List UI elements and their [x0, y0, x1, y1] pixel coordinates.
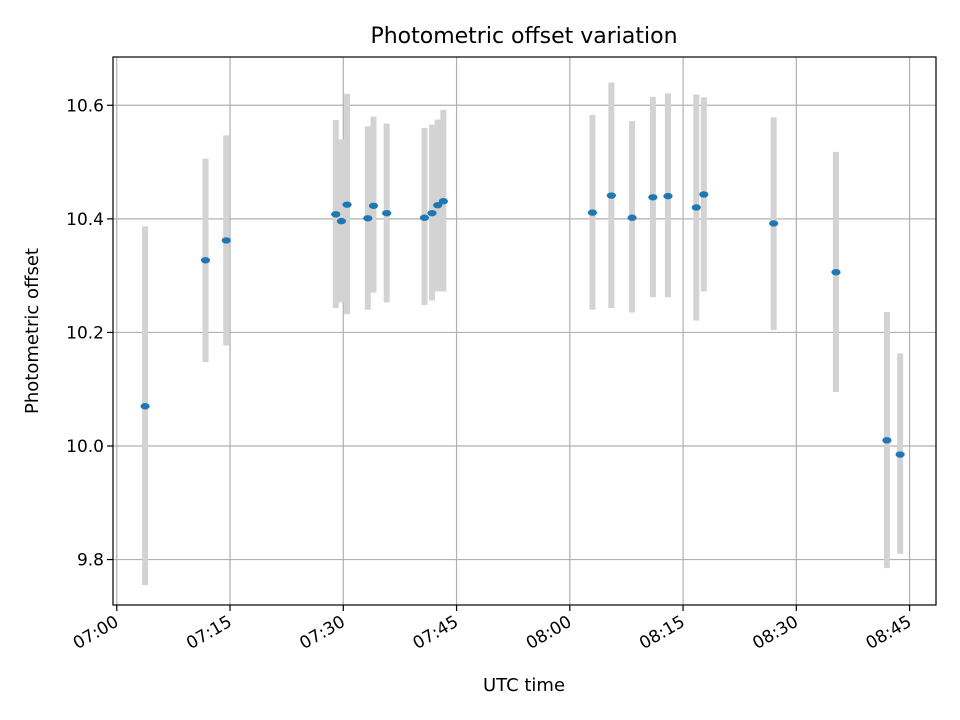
data-point-0-19: [699, 191, 709, 198]
data-point-0-23: [895, 451, 905, 458]
data-point-0-12: [438, 198, 448, 205]
data-point-0-20: [769, 220, 779, 227]
data-point-0-8: [382, 209, 392, 217]
data-points: [140, 191, 905, 458]
y-axis-label: Photometric offset: [22, 248, 43, 414]
data-point-0-3: [331, 211, 341, 218]
plot-frame: [112, 56, 937, 606]
data-point-0-16: [648, 194, 658, 201]
data-point-0-1: [200, 257, 211, 264]
data-point-0-6: [363, 215, 373, 222]
y-axis-ticks: 9.8 10.0 10.2 10.4 10.6: [66, 96, 113, 571]
data-point-0-2: [221, 237, 231, 244]
data-point-0-7: [368, 202, 379, 209]
data-point-0-15: [627, 214, 637, 221]
data-point-0-14: [606, 192, 616, 199]
y-tick-label-4: 10.6: [66, 96, 104, 116]
data-point-0-13: [587, 209, 598, 216]
y-tick-label-1: 10.0: [66, 437, 104, 457]
data-point-0-11: [433, 202, 443, 209]
data-point-0-18: [691, 204, 701, 211]
data-point-0-22: [882, 437, 892, 444]
data-point-0-17: [663, 192, 673, 200]
x-axis-label: UTC time: [483, 675, 565, 696]
y-tick-label-0: 9.8: [77, 551, 104, 571]
data-point-0-10: [427, 209, 437, 217]
y-tick-label-2: 10.2: [66, 323, 104, 343]
data-point-0-5: [342, 201, 352, 208]
y-tick-label-3: 10.4: [66, 210, 104, 230]
chart-title: Photometric offset variation: [370, 24, 677, 49]
data-point-0-21: [831, 269, 841, 276]
data-point-0-0: [140, 403, 150, 410]
data-point-0-4: [336, 217, 347, 225]
data-point-0-9: [419, 214, 430, 221]
